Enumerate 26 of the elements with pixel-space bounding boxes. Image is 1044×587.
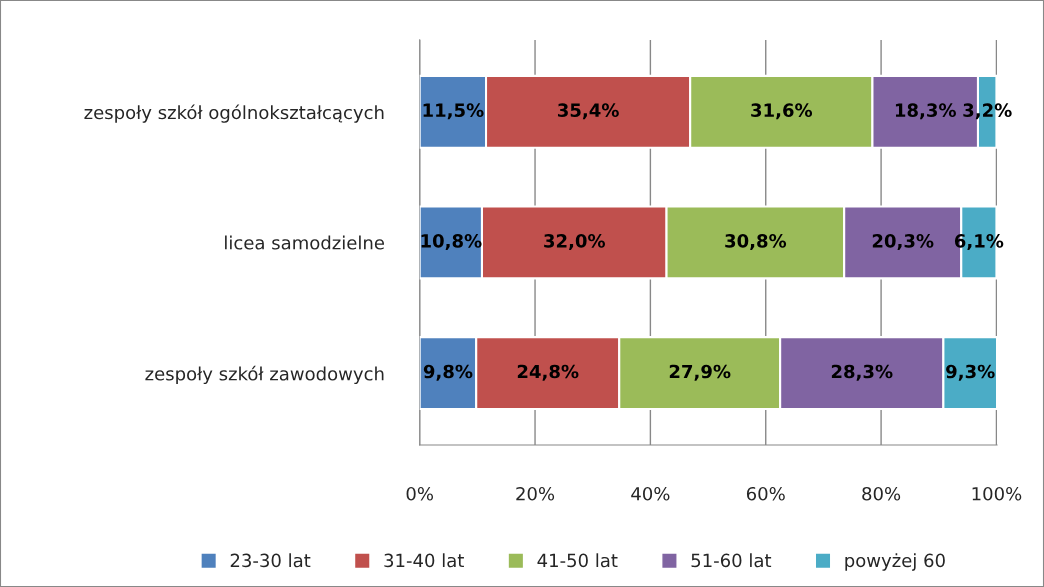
- data-label: 11,5%: [423, 103, 484, 120]
- data-label: 31,6%: [751, 103, 813, 120]
- data-label: 20,3%: [872, 234, 934, 250]
- x-tick-label: 40%: [631, 486, 670, 501]
- legend-label: 23-30 lat: [230, 553, 311, 568]
- data-label: 32,0%: [544, 234, 605, 250]
- data-label: 28,3%: [831, 364, 893, 381]
- x-tick-label: 20%: [516, 486, 555, 501]
- x-tick-label: 80%: [862, 486, 901, 501]
- data-label: 18,3%: [895, 103, 956, 120]
- data-label: 9,8%: [423, 364, 473, 381]
- legend-label: powyżej 60: [845, 553, 945, 571]
- data-label: 27,9%: [669, 364, 731, 381]
- data-label: 30,8%: [725, 234, 787, 250]
- x-tick-label: 60%: [746, 486, 785, 501]
- data-label: 24,8%: [517, 364, 579, 381]
- y-tick-label: zespoły szkół ogólnokształcących: [84, 104, 384, 123]
- y-tick-label: zespoły szkół zawodowych: [145, 365, 384, 385]
- x-tick-label: 100%: [972, 486, 1022, 501]
- legend-label: 41-50 lat: [537, 553, 618, 568]
- x-tick-label: 0%: [406, 486, 434, 501]
- legend-label: 31-40 lat: [384, 553, 464, 568]
- data-label: 9,3%: [946, 364, 995, 381]
- legend-label: 51-60 lat: [691, 553, 772, 568]
- y-tick-label: licea samodzielne: [225, 235, 384, 250]
- data-label: 35,4%: [557, 103, 619, 120]
